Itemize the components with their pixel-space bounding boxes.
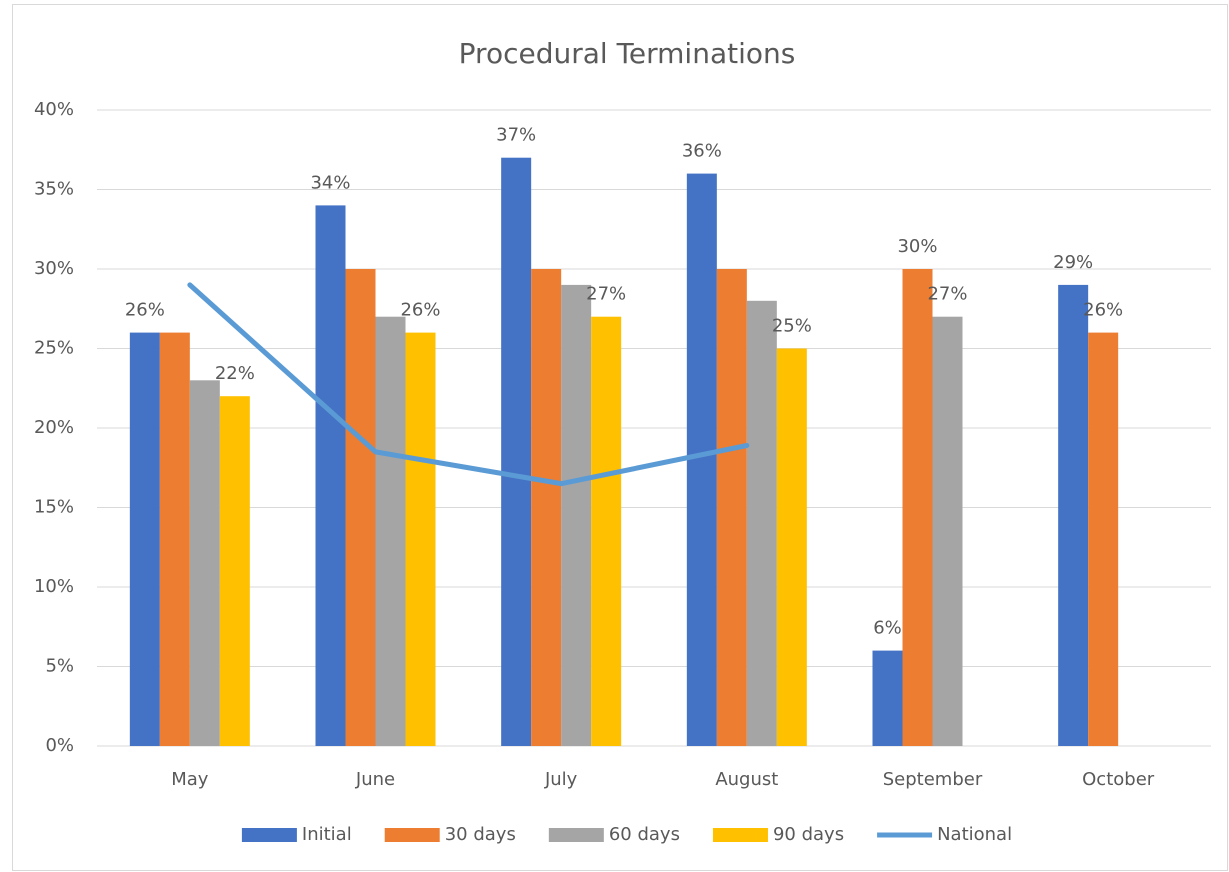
legend-label: 30 days (445, 824, 516, 845)
data-label: 29% (1053, 252, 1093, 273)
data-label: 26% (400, 300, 440, 321)
bar (716, 269, 747, 746)
y-tick-label: 0% (45, 735, 74, 756)
bar (746, 300, 777, 746)
legend-swatch (548, 828, 604, 842)
bar (189, 380, 220, 746)
y-tick-label: 35% (34, 179, 74, 200)
data-label: 26% (125, 300, 165, 321)
x-tick-label: September (883, 769, 983, 790)
bar (219, 396, 250, 746)
bar (375, 316, 406, 746)
x-tick-label: June (355, 769, 395, 790)
legend-label: National (937, 824, 1012, 845)
y-tick-label: 30% (34, 258, 74, 279)
bar (776, 348, 807, 746)
bar (932, 316, 963, 746)
legend-label: 90 days (773, 824, 844, 845)
legend-swatch (241, 828, 297, 842)
bar (1058, 284, 1089, 746)
data-label: 22% (215, 363, 255, 384)
data-label: 27% (927, 284, 967, 305)
bar (129, 332, 160, 746)
y-tick-label: 20% (34, 417, 74, 438)
x-tick-label: August (715, 769, 778, 790)
chart-title: Procedural Terminations (459, 37, 796, 70)
x-tick-label: October (1082, 769, 1155, 790)
data-label: 36% (682, 141, 722, 162)
bar (315, 205, 346, 746)
data-label: 37% (496, 125, 536, 146)
bar (872, 650, 903, 746)
x-tick-label: May (171, 769, 209, 790)
bar (531, 269, 562, 746)
y-tick-label: 5% (45, 656, 74, 677)
bar (1088, 332, 1119, 746)
bar (686, 173, 717, 747)
y-tick-label: 40% (34, 99, 74, 120)
data-label: 25% (772, 316, 812, 337)
bar (345, 269, 376, 746)
bar (159, 332, 190, 746)
bar (591, 316, 622, 746)
y-tick-label: 10% (34, 576, 74, 597)
data-label: 6% (873, 618, 902, 639)
bar (902, 269, 933, 746)
data-label: 26% (1083, 300, 1123, 321)
y-tick-label: 15% (34, 497, 74, 518)
bar (561, 284, 592, 746)
data-label: 27% (586, 284, 626, 305)
bar (501, 157, 532, 746)
data-label: 34% (310, 172, 350, 193)
x-tick-label: July (544, 769, 578, 790)
legend-label: 60 days (609, 824, 680, 845)
legend-swatch (712, 828, 768, 842)
bar (405, 332, 436, 746)
legend-swatch (384, 828, 440, 842)
legend-label: Initial (302, 824, 352, 845)
data-label: 30% (897, 236, 937, 257)
y-tick-label: 25% (34, 338, 74, 359)
line (187, 282, 750, 487)
